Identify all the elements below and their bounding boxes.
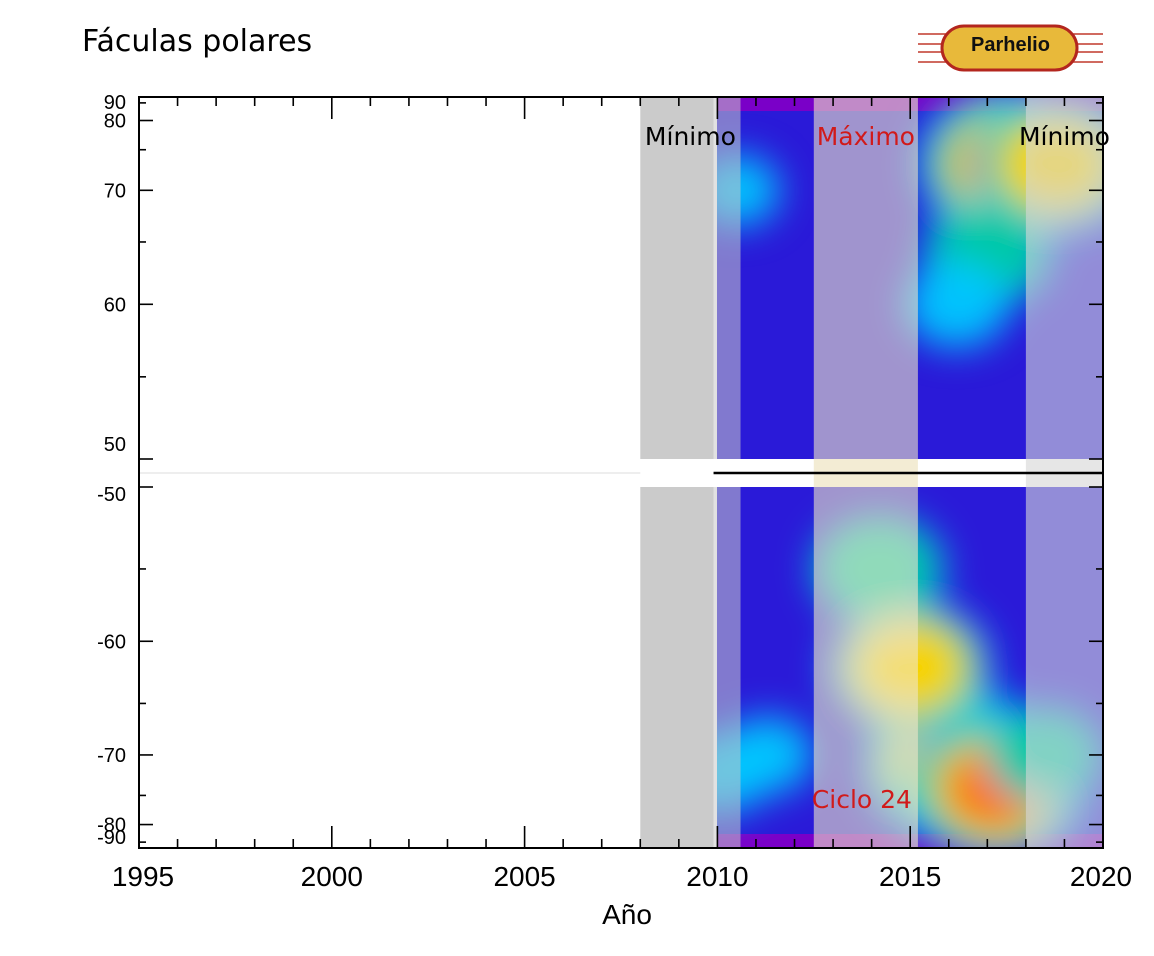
- y-tick-label--70: -70: [97, 745, 126, 767]
- parhelio-logo: Parhelio: [918, 22, 1103, 74]
- phase-label-1: Máximo: [817, 122, 915, 151]
- x-tick-label-1995: 1995: [112, 861, 174, 892]
- x-tick-label-2015: 2015: [879, 861, 941, 892]
- cycle-label: Ciclo 24: [812, 785, 912, 814]
- y-tick-label-80: 80: [104, 111, 126, 133]
- tick-marks: [138, 96, 1104, 849]
- y-tick-label--90: -90: [97, 827, 126, 849]
- heat-blob-north-3-0: [903, 260, 1010, 349]
- y-tick-label-90: 90: [104, 92, 126, 114]
- tick-labels: Mínimo Máximo Mínimo Ciclo 24 1995 2000 2005 20…: [97, 92, 1132, 930]
- logo-badge-icon: [918, 24, 1103, 72]
- y-tick-label-60: 60: [104, 294, 126, 316]
- y-tick-label--50: -50: [97, 484, 126, 506]
- logo-text: Parhelio: [971, 34, 1050, 56]
- chart-title: Fáculas polares: [82, 24, 313, 59]
- plot-frame: [138, 96, 1104, 849]
- y-tick-label-70: 70: [104, 180, 126, 202]
- x-tick-label-2005: 2005: [493, 861, 555, 892]
- phase-label-0: Mínimo: [645, 122, 736, 151]
- x-tick-label-2000: 2000: [301, 861, 363, 892]
- x-tick-label-2010: 2010: [686, 861, 748, 892]
- x-axis-label: Año: [602, 899, 652, 930]
- y-tick-label--80: -80: [97, 815, 126, 837]
- y-tick-label--60: -60: [97, 631, 126, 653]
- x-tick-label-2020: 2020: [1070, 861, 1132, 892]
- y-tick-label-50: 50: [104, 434, 126, 456]
- axes-frame: [138, 96, 1104, 849]
- phase-label-2: Mínimo: [1019, 122, 1110, 151]
- phase-overlays: [139, 97, 1103, 848]
